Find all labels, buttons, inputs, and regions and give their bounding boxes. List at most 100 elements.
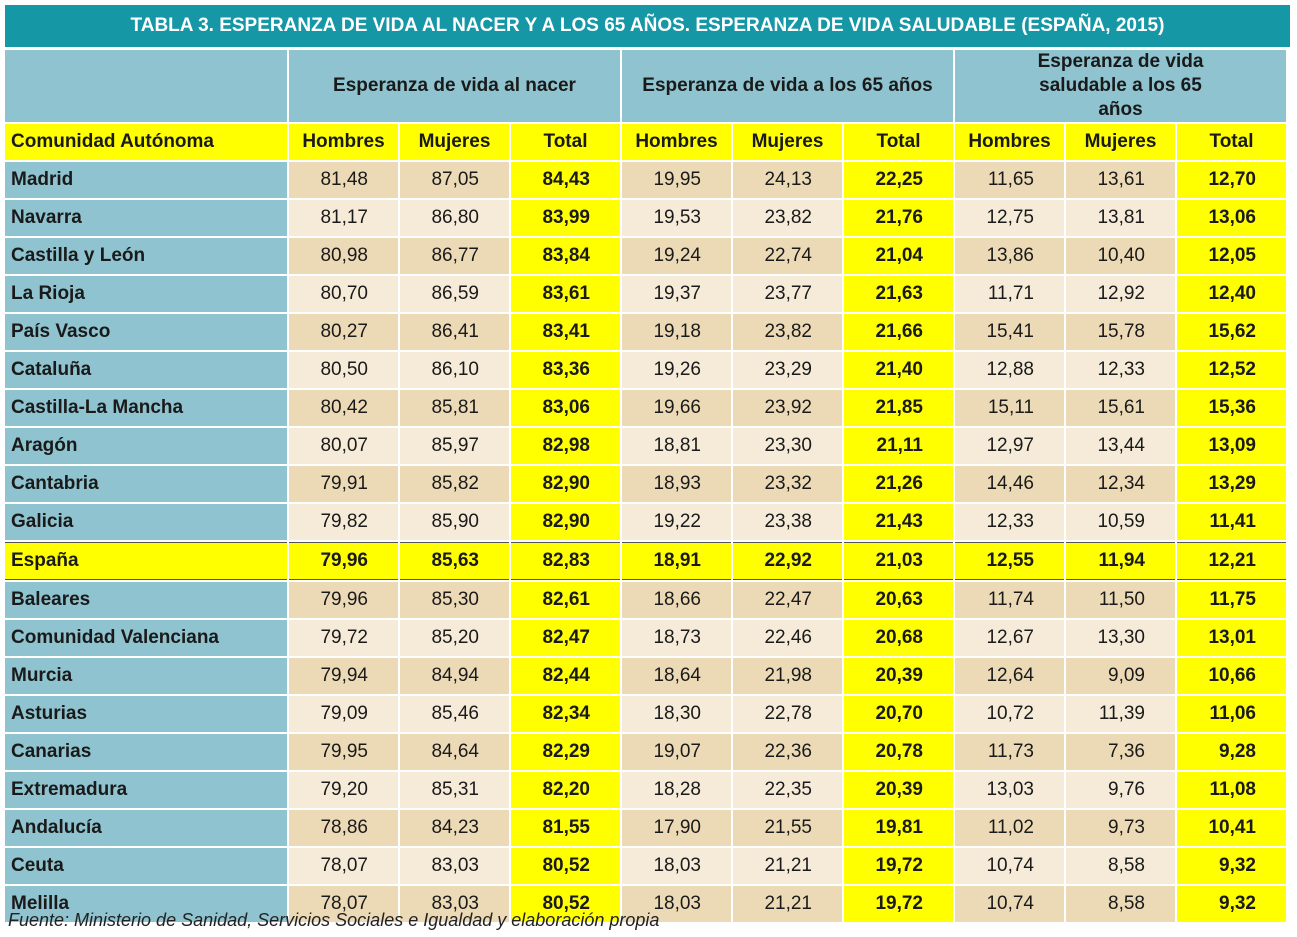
value-cell: 84,23 (400, 810, 509, 846)
total-cell: 20,39 (844, 658, 953, 694)
value-cell: 21,55 (733, 810, 842, 846)
value-cell: 21,21 (733, 886, 842, 922)
data-row: La Rioja 80,70 86,59 83,61 19,37 23,77 21,63 11… (5, 276, 1286, 312)
value-cell: 14,46 (955, 466, 1064, 502)
value-cell: 10,59 (1066, 504, 1175, 540)
value-cell: 22,47 (733, 582, 842, 618)
column-header-row: Comunidad Autónoma Hombres Mujeres Total Hom… (5, 124, 1286, 160)
value-cell: 13,30 (1066, 620, 1175, 656)
value-cell: 19,18 (622, 314, 731, 350)
value-cell: 19,26 (622, 352, 731, 388)
data-table: Esperanza de vida al nacer Esperanza de v… (3, 48, 1288, 924)
value-cell: 18,66 (622, 582, 731, 618)
value-cell: 85,82 (400, 466, 509, 502)
total-cell: 21,03 (844, 542, 953, 580)
value-cell: 18,93 (622, 466, 731, 502)
value-cell: 23,92 (733, 390, 842, 426)
value-cell: 12,75 (955, 200, 1064, 236)
value-cell: 12,55 (955, 542, 1064, 580)
total-cell: 12,05 (1177, 238, 1286, 274)
value-cell: 22,92 (733, 542, 842, 580)
value-cell: 7,36 (1066, 734, 1175, 770)
group-header: Esperanza de vida saludable a los 65 año… (955, 50, 1286, 122)
value-cell: 10,40 (1066, 238, 1175, 274)
total-cell: 11,75 (1177, 582, 1286, 618)
total-cell: 21,63 (844, 276, 953, 312)
column-header: Total (844, 124, 953, 160)
value-cell: 18,28 (622, 772, 731, 808)
value-cell: 10,74 (955, 886, 1064, 922)
value-cell: 12,34 (1066, 466, 1175, 502)
value-cell: 15,41 (955, 314, 1064, 350)
region-name: Extremadura (5, 772, 287, 808)
total-cell: 82,90 (511, 504, 620, 540)
value-cell: 18,03 (622, 886, 731, 922)
total-cell: 82,20 (511, 772, 620, 808)
total-cell: 20,63 (844, 582, 953, 618)
value-cell: 24,13 (733, 162, 842, 198)
total-cell: 10,66 (1177, 658, 1286, 694)
value-cell: 13,44 (1066, 428, 1175, 464)
data-row: Madrid 81,48 87,05 84,43 19,95 24,13 22,25 11,6… (5, 162, 1286, 198)
column-header: Mujeres (400, 124, 509, 160)
total-cell: 13,06 (1177, 200, 1286, 236)
total-cell: 21,85 (844, 390, 953, 426)
data-row: Castilla-La Mancha 80,42 85,81 83,06 19,66 23… (5, 390, 1286, 426)
total-cell: 82,47 (511, 620, 620, 656)
value-cell: 85,30 (400, 582, 509, 618)
value-cell: 12,88 (955, 352, 1064, 388)
total-cell: 21,43 (844, 504, 953, 540)
total-cell: 82,83 (511, 542, 620, 580)
data-row: Comunidad Valenciana 79,72 85,20 82,47 18,73… (5, 620, 1286, 656)
data-row: Navarra 81,17 86,80 83,99 19,53 23,82 21,76 12,… (5, 200, 1286, 236)
value-cell: 19,95 (622, 162, 731, 198)
total-cell: 83,84 (511, 238, 620, 274)
value-cell: 18,91 (622, 542, 731, 580)
value-cell: 12,33 (955, 504, 1064, 540)
value-cell: 80,42 (289, 390, 398, 426)
column-header: Mujeres (1066, 124, 1175, 160)
value-cell: 9,73 (1066, 810, 1175, 846)
total-cell: 15,62 (1177, 314, 1286, 350)
total-cell: 20,78 (844, 734, 953, 770)
value-cell: 86,77 (400, 238, 509, 274)
value-cell: 79,82 (289, 504, 398, 540)
value-cell: 22,74 (733, 238, 842, 274)
total-cell: 21,26 (844, 466, 953, 502)
value-cell: 23,29 (733, 352, 842, 388)
value-cell: 85,20 (400, 620, 509, 656)
value-cell: 18,81 (622, 428, 731, 464)
total-cell: 20,39 (844, 772, 953, 808)
total-cell: 83,06 (511, 390, 620, 426)
total-cell: 21,04 (844, 238, 953, 274)
data-row: Cantabria 79,91 85,82 82,90 18,93 23,32 21,26 1… (5, 466, 1286, 502)
value-cell: 12,97 (955, 428, 1064, 464)
value-cell: 86,59 (400, 276, 509, 312)
value-cell: 15,61 (1066, 390, 1175, 426)
region-name: Baleares (5, 582, 287, 618)
value-cell: 85,81 (400, 390, 509, 426)
value-cell: 80,50 (289, 352, 398, 388)
value-cell: 79,94 (289, 658, 398, 694)
value-cell: 79,95 (289, 734, 398, 770)
value-cell: 22,36 (733, 734, 842, 770)
group-header-row: Esperanza de vida al nacer Esperanza de v… (5, 50, 1286, 122)
total-cell: 20,68 (844, 620, 953, 656)
region-name: Cataluña (5, 352, 287, 388)
region-name: Madrid (5, 162, 287, 198)
value-cell: 18,64 (622, 658, 731, 694)
table-title: TABLA 3. ESPERANZA DE VIDA AL NACER Y A … (5, 5, 1290, 47)
value-cell: 12,67 (955, 620, 1064, 656)
total-cell: 21,40 (844, 352, 953, 388)
total-cell: 82,44 (511, 658, 620, 694)
region-name: Navarra (5, 200, 287, 236)
value-cell: 15,78 (1066, 314, 1175, 350)
value-cell: 9,09 (1066, 658, 1175, 694)
value-cell: 11,65 (955, 162, 1064, 198)
region-name: La Rioja (5, 276, 287, 312)
data-row: Baleares 79,96 85,30 82,61 18,66 22,47 20,63 11… (5, 582, 1286, 618)
value-cell: 10,72 (955, 696, 1064, 732)
total-cell: 9,32 (1177, 886, 1286, 922)
column-header: Hombres (289, 124, 398, 160)
region-name: Castilla-La Mancha (5, 390, 287, 426)
